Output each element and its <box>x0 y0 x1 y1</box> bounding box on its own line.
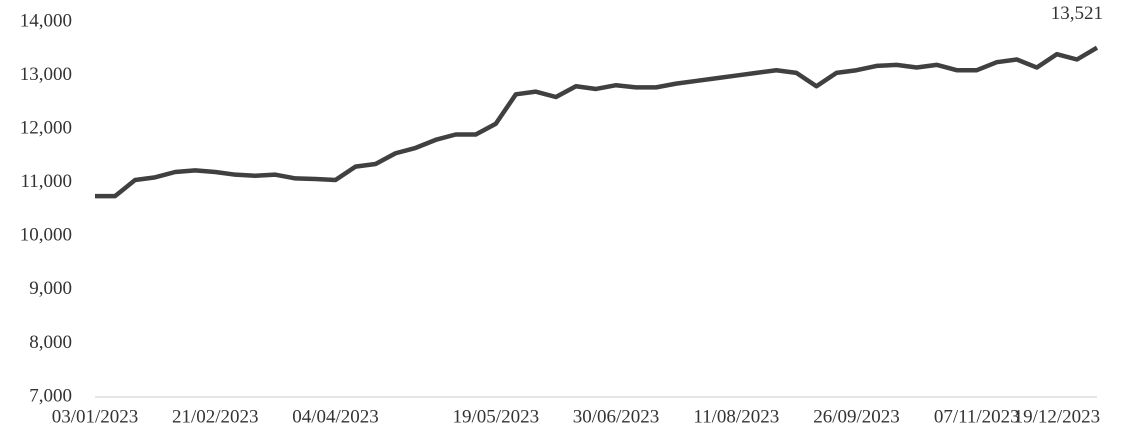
y-tick-label: 11,000 <box>20 171 72 192</box>
x-tick-label: 30/06/2023 <box>573 406 660 427</box>
x-tick-label: 11/08/2023 <box>693 406 779 427</box>
y-tick-label: 8,000 <box>29 332 72 353</box>
x-tick-label: 04/04/2023 <box>292 406 379 427</box>
x-tick-label: 19/12/2023 <box>1014 406 1101 427</box>
x-tick-label: 19/05/2023 <box>453 406 540 427</box>
y-tick-label: 9,000 <box>29 278 72 299</box>
x-tick-label: 07/11/2023 <box>934 406 1020 427</box>
line <box>95 45 1099 199</box>
y-tick-label: 14,000 <box>20 10 72 31</box>
y-tick-label: 7,000 <box>29 385 72 406</box>
x-tick-label: 21/02/2023 <box>172 406 259 427</box>
y-tick-label: 13,000 <box>20 64 72 85</box>
x-tick-label: 26/09/2023 <box>813 406 900 427</box>
y-tick-label: 10,000 <box>20 225 72 246</box>
data-label: 13,521 <box>1051 3 1103 24</box>
y-tick-label: 12,000 <box>20 118 72 139</box>
x-tick-label: 03/01/2023 <box>52 406 139 427</box>
